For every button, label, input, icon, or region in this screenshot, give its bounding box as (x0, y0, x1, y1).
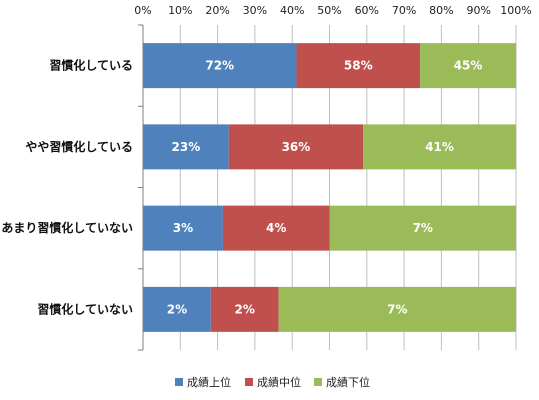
data-label: 36% (282, 140, 311, 154)
x-tick-label: 70% (392, 4, 416, 17)
data-label: 7% (387, 302, 407, 316)
data-label: 2% (167, 302, 187, 316)
x-tick-label: 0% (134, 4, 151, 17)
x-tick-label: 80% (429, 4, 453, 17)
bar-segment (420, 43, 516, 89)
legend-swatch (314, 378, 322, 386)
category-label: 習慣化している (49, 58, 133, 73)
bar-segment (228, 124, 364, 170)
x-tick-label: 60% (355, 4, 379, 17)
legend-swatch (245, 378, 253, 386)
x-axis-ticks: 0% 10% 20% 30% 40% 50% 60% 70% 80% 90% 100% (134, 4, 531, 17)
data-label: 2% (235, 302, 255, 316)
data-label: 7% (413, 221, 433, 235)
data-label: 72% (205, 59, 234, 73)
bar-segment (296, 43, 421, 89)
x-tick-label: 100% (500, 4, 531, 17)
legend-label: 成績上位 (187, 375, 231, 389)
bar-segment (363, 124, 516, 170)
category-label: あまり習慣化していない (1, 220, 133, 235)
bar-segment (143, 124, 229, 170)
x-tick-label: 50% (317, 4, 341, 17)
bar-segment (278, 286, 516, 332)
data-label: 4% (266, 221, 286, 235)
data-label: 58% (344, 59, 373, 73)
legend: 成績上位 成績中位 成績下位 (175, 375, 370, 389)
bar-segment (210, 286, 279, 332)
x-tick-label: 20% (205, 4, 229, 17)
bar-segment (329, 205, 516, 251)
bar-segment (143, 286, 211, 332)
bar-segment (222, 205, 330, 251)
bar-segment (143, 205, 223, 251)
x-tick-label: 90% (466, 4, 490, 17)
data-label: 45% (454, 59, 483, 73)
data-label: 23% (172, 140, 201, 154)
bar-segment (143, 43, 297, 89)
category-label: 習慣化していない (37, 301, 133, 316)
bars: 72% 58% 45% 23% 36% 41% 3% 4% 7% 2% 2% 7% (143, 43, 516, 332)
x-tick-label: 30% (243, 4, 267, 17)
legend-label: 成績中位 (257, 375, 301, 389)
legend-swatch (175, 378, 183, 386)
data-label: 41% (425, 140, 454, 154)
data-label: 3% (173, 221, 193, 235)
x-tick-label: 10% (168, 4, 192, 17)
legend-label: 成績下位 (326, 375, 370, 389)
x-tick-label: 40% (280, 4, 304, 17)
category-label: やや習慣化している (25, 139, 133, 154)
